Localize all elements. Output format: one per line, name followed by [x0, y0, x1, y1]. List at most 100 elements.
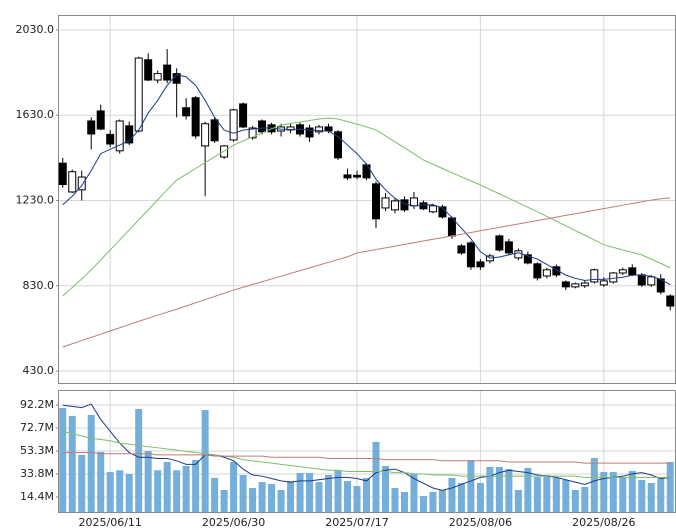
volume-bar — [552, 477, 560, 512]
volume-bar — [400, 492, 408, 512]
x-tick-label: 2025/08/06 — [449, 516, 512, 529]
volume-bar — [581, 486, 589, 512]
volume-bar — [495, 466, 503, 512]
volume-bar — [657, 477, 665, 512]
volume-bar — [249, 488, 257, 512]
candle-body — [229, 109, 238, 141]
candle-body — [400, 199, 409, 211]
volume-bar — [438, 490, 446, 512]
candle-body — [571, 283, 580, 288]
volume-bar — [590, 457, 598, 512]
volume-bar — [448, 477, 456, 512]
volume-bar — [353, 485, 361, 512]
candle-body — [248, 127, 257, 139]
volume-bar — [268, 483, 276, 512]
candle-body — [96, 110, 105, 130]
volume-bar — [68, 415, 76, 512]
candle-body — [533, 263, 542, 279]
candle-body — [144, 59, 153, 81]
volume-bar — [182, 466, 190, 512]
moving-average-line — [62, 430, 671, 478]
volume-bar — [467, 459, 475, 512]
volume-bar — [363, 477, 370, 512]
volume-bar — [163, 461, 171, 512]
volume-bar — [325, 474, 333, 512]
volume-bar — [638, 479, 646, 512]
candle-body — [466, 242, 475, 268]
candle-body — [334, 131, 343, 159]
candle-body — [580, 282, 589, 287]
y-tick-label: 430.0 — [23, 364, 55, 377]
volume-bar — [571, 490, 579, 512]
volume-bar — [239, 474, 247, 512]
volume-bar — [619, 477, 627, 512]
volume-bar — [533, 477, 541, 512]
candle-body — [106, 133, 115, 145]
candle-body — [324, 126, 333, 132]
candle-body — [666, 295, 675, 307]
y-tick-label: 53.3M — [20, 444, 54, 457]
volume-bar — [230, 461, 238, 512]
volume-bar — [78, 454, 86, 512]
candle-body — [637, 274, 646, 286]
volume-bar — [287, 481, 295, 512]
x-tick-label: 2025/06/30 — [202, 516, 265, 529]
volume-bar — [125, 474, 133, 512]
candle-body — [618, 269, 627, 274]
moving-average-line — [62, 117, 671, 297]
volume-bar — [277, 490, 285, 512]
candle-body — [77, 176, 86, 191]
volume-bar — [135, 409, 143, 512]
candle-body — [523, 254, 532, 264]
candle-body — [239, 103, 248, 128]
volume-bar — [457, 483, 465, 512]
volume-bar — [372, 441, 380, 512]
volume-bar — [192, 459, 200, 512]
y-tick-label: 830.0 — [23, 279, 55, 292]
volume-bar — [116, 470, 124, 512]
volume-bar — [344, 481, 352, 512]
volume-bar — [429, 492, 437, 512]
volume-bar — [543, 474, 551, 512]
volume-bar — [106, 472, 114, 512]
volume-bar — [87, 414, 95, 512]
volume-bar — [144, 451, 152, 512]
volume-bar — [476, 483, 484, 512]
candle-body — [590, 269, 599, 283]
volume-bar — [211, 477, 219, 512]
candle-body — [315, 126, 324, 133]
volume-bar — [505, 469, 513, 512]
candle-body — [428, 205, 437, 213]
x-tick-label: 2025/07/17 — [325, 516, 388, 529]
moving-average-line — [62, 403, 671, 491]
candle-body — [495, 235, 504, 251]
candle-body — [419, 202, 428, 210]
volume-bar — [306, 472, 314, 512]
candle-body — [476, 261, 485, 268]
candle-body — [599, 280, 608, 286]
volume-bar — [628, 470, 636, 512]
candle-body — [457, 245, 466, 254]
candle-body — [191, 97, 200, 137]
candle-body — [390, 200, 399, 211]
volume-bar — [562, 479, 570, 512]
y-tick-label: 14.4M — [20, 490, 54, 503]
candle-body — [628, 267, 637, 276]
volume-bar — [486, 466, 494, 512]
candle-body — [163, 64, 172, 81]
y-tick-label: 1630.0 — [16, 108, 55, 121]
volume-bar — [647, 483, 655, 512]
candle-body — [115, 120, 124, 152]
candle-body — [647, 276, 656, 286]
candle-body — [552, 266, 561, 276]
volume-bar — [391, 488, 399, 512]
candle-body — [125, 125, 134, 144]
candle-body — [371, 183, 380, 220]
volume-bar — [154, 470, 162, 512]
candle-body — [343, 174, 352, 179]
candle-body — [182, 107, 191, 117]
candle-body — [153, 73, 162, 81]
candle-body — [201, 123, 210, 147]
